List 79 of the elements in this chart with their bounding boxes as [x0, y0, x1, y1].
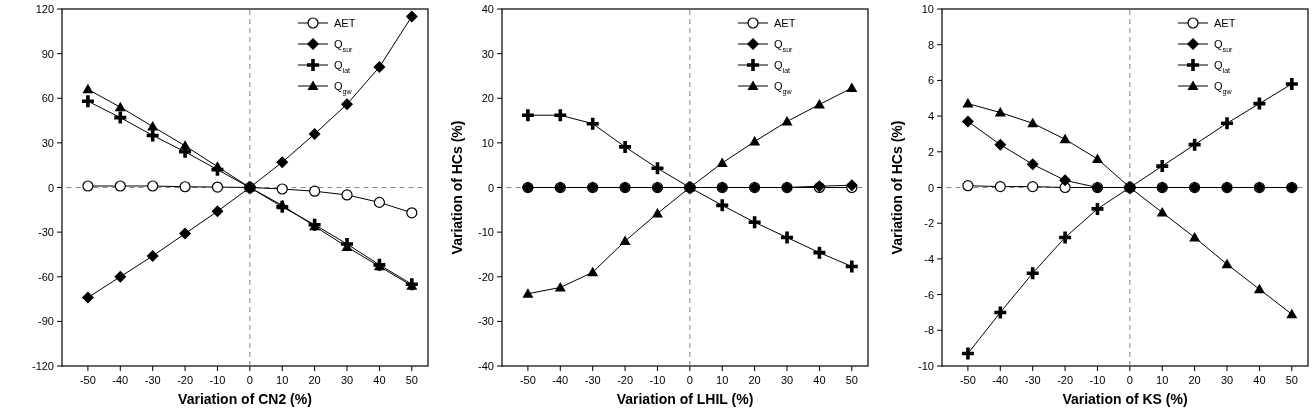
x-tick-label: 0 — [246, 374, 253, 386]
x-axis-title: Variation of LHIL (%) — [616, 391, 754, 407]
legend-label: Q$_{sur}$ — [334, 38, 354, 54]
x-tick-label: 50 — [405, 374, 418, 386]
y-tick-label: 120 — [35, 3, 54, 15]
y-tick-label: -10 — [478, 226, 494, 239]
y-tick-label: -30 — [478, 315, 494, 328]
y-tick-label: -40 — [478, 360, 494, 372]
y-tick-label: -60 — [38, 270, 54, 283]
y-tick-label: 30 — [481, 47, 494, 60]
y-tick-label: -8 — [924, 324, 934, 337]
legend-label: AET — [774, 17, 796, 29]
y-tick-label: 8 — [927, 38, 934, 51]
x-tick-label: 30 — [1220, 374, 1234, 386]
y-tick-label: -4 — [924, 252, 934, 265]
x-tick-label: -30 — [584, 374, 601, 386]
y-tick-label: -2 — [924, 217, 934, 230]
y-tick-label: 90 — [41, 47, 54, 60]
x-tick-label: -10 — [1089, 374, 1106, 386]
y-tick-label: 2 — [927, 145, 934, 158]
x-tick-label: 40 — [373, 374, 386, 386]
y-tick-label: -6 — [924, 288, 934, 301]
legend-label: Q$_{sur}$ — [774, 38, 794, 54]
legend-label: Q$_{lat}$ — [334, 59, 351, 75]
x-tick-label: 20 — [1188, 374, 1201, 386]
x-tick-label: -20 — [617, 374, 634, 386]
legend-label: Q$_{lat}$ — [774, 59, 791, 75]
y-tick-label: -90 — [38, 315, 54, 328]
y-tick-label: -20 — [478, 270, 494, 283]
x-tick-label: 50 — [845, 374, 858, 386]
y-tick-label: 0 — [487, 181, 494, 194]
x-tick-label: -20 — [177, 374, 194, 386]
x-tick-label: -30 — [144, 374, 161, 386]
y-tick-label: -120 — [31, 360, 54, 372]
y-tick-label: -10 — [918, 360, 934, 372]
x-tick-label: -50 — [79, 374, 96, 386]
x-tick-label: 10 — [716, 374, 729, 386]
x-tick-label: 30 — [780, 374, 794, 386]
x-tick-label: -40 — [552, 374, 569, 386]
x-tick-label: 10 — [276, 374, 289, 386]
legend-label: AET — [334, 17, 356, 29]
x-tick-label: 20 — [748, 374, 761, 386]
x-tick-label: 0 — [686, 374, 693, 386]
x-tick-label: 10 — [1156, 374, 1169, 386]
x-tick-label: -10 — [209, 374, 226, 386]
x-tick-label: -10 — [649, 374, 666, 386]
x-tick-label: 40 — [1253, 374, 1266, 386]
legend-label: Q$_{gw}$ — [1214, 80, 1233, 96]
x-tick-label: -40 — [992, 374, 1009, 386]
x-tick-label: 40 — [813, 374, 826, 386]
x-tick-label: -40 — [112, 374, 129, 386]
legend-label: Q$_{gw}$ — [774, 80, 793, 96]
x-tick-label: 50 — [1285, 374, 1298, 386]
x-tick-label: -50 — [519, 374, 536, 386]
legend-label: Q$_{sur}$ — [1214, 38, 1234, 54]
x-axis-title: Variation of CN2 (%) — [178, 391, 312, 407]
x-tick-label: -50 — [959, 374, 976, 386]
y-tick-label: 0 — [47, 181, 54, 194]
y-tick-label: 30 — [41, 136, 54, 149]
y-tick-label: 10 — [921, 3, 934, 15]
legend-label: Q$_{lat}$ — [1214, 59, 1231, 75]
x-tick-label: -30 — [1024, 374, 1041, 386]
legend-label: AET — [1214, 17, 1236, 29]
x-tick-label: 20 — [308, 374, 321, 386]
y-tick-label: 60 — [41, 92, 54, 105]
x-tick-label: -20 — [1057, 374, 1074, 386]
y-tick-label: 10 — [481, 136, 494, 149]
y-axis-title: Variation of HCs (%) — [449, 120, 465, 255]
x-tick-label: 30 — [340, 374, 354, 386]
x-axis-title: Variation of KS (%) — [1062, 391, 1188, 407]
y-axis-title: Variation of HCs (%) — [889, 120, 905, 255]
legend-label: Q$_{gw}$ — [334, 80, 353, 96]
y-tick-label: 6 — [927, 74, 934, 87]
y-tick-label: 4 — [927, 110, 934, 123]
y-tick-label: 20 — [481, 92, 494, 105]
y-tick-label: 0 — [927, 181, 934, 194]
y-tick-label: 40 — [481, 3, 494, 15]
x-tick-label: 0 — [1126, 374, 1133, 386]
y-tick-label: -30 — [38, 226, 54, 239]
